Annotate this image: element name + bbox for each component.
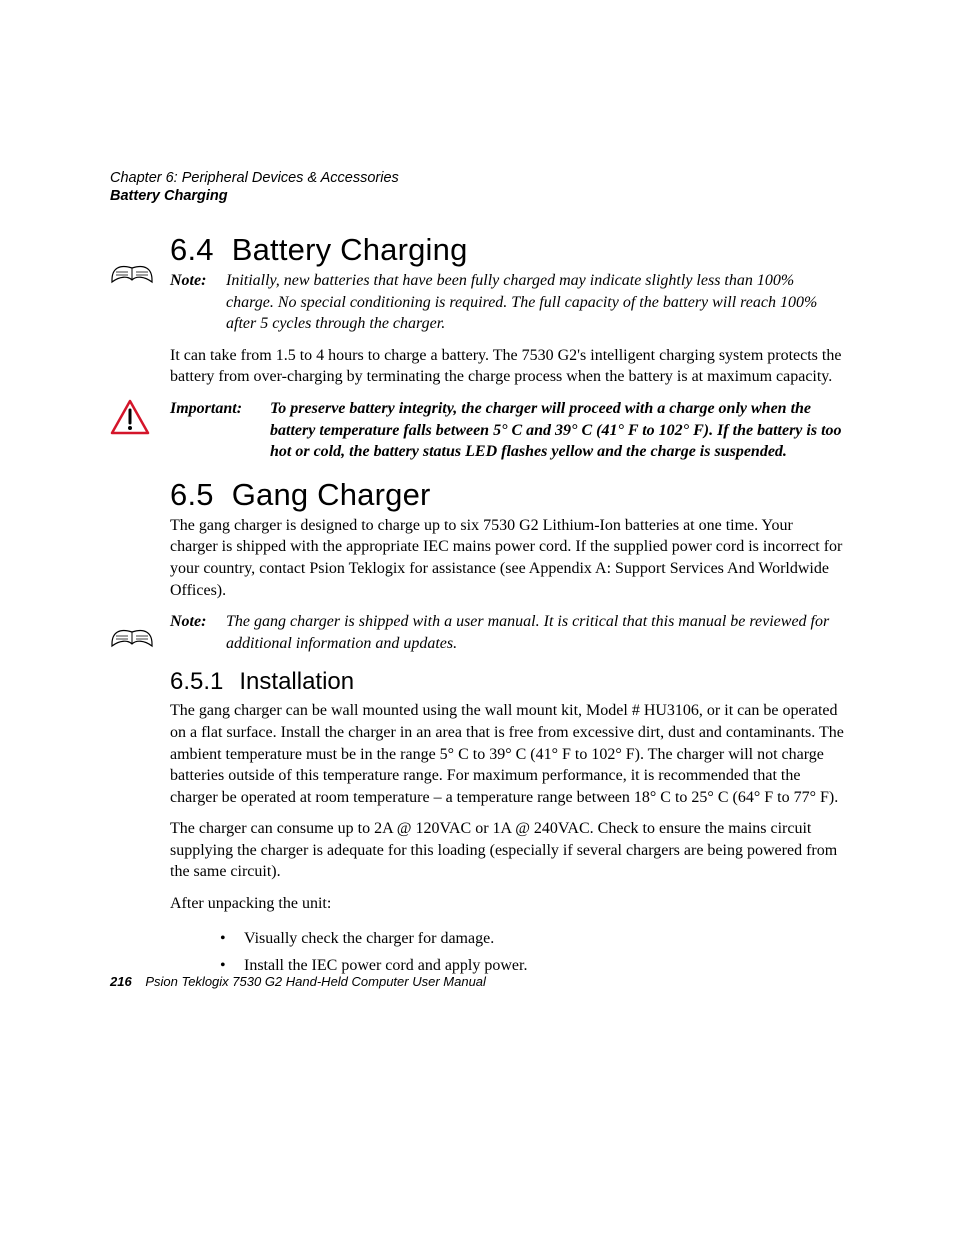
note-block: Note: Initially, new batteries that have… [170,270,844,335]
page-footer: 216 Psion Teklogix 7530 G2 Hand-Held Com… [110,974,486,989]
section-6-5-1: 6.5.1 Installation The gang charger can … [170,668,844,979]
section-label: Battery Charging [110,188,844,204]
important-text: To preserve battery integrity, the charg… [270,398,844,463]
running-header: Chapter 6: Peripheral Devices & Accessor… [110,170,844,204]
warning-icon [110,399,158,440]
important-block-wrap: Important: To preserve battery integrity… [170,398,844,463]
manual-page: Chapter 6: Peripheral Devices & Accessor… [0,0,954,1049]
heading-6-5: 6.5 Gang Charger [170,477,844,513]
note-label: Note: [170,270,226,335]
page-number: 216 [110,974,132,989]
heading-number: 6.5 [170,477,214,513]
body-paragraph: It can take from 1.5 to 4 hours to charg… [170,345,844,388]
note-6-5: Note: The gang charger is shipped with a… [170,611,844,654]
heading-6-4: 6.4 Battery Charging [170,232,844,268]
section-6-5: 6.5 Gang Charger The gang charger is des… [170,477,844,601]
heading-title: Gang Charger [232,477,431,513]
note-text: The gang charger is shipped with a user … [226,611,844,654]
heading-number: 6.5.1 [170,668,223,696]
important-block: Important: To preserve battery integrity… [170,398,844,463]
note-book-icon [110,622,158,655]
note-book-icon [110,258,158,291]
section-6-4: 6.4 Battery Charging Note: Initially, ne… [170,232,844,388]
heading-title: Installation [239,668,354,696]
note-block: Note: The gang charger is shipped with a… [170,611,844,654]
list-item: Visually check the charger for damage. [220,925,844,952]
body-paragraph: After unpacking the unit: [170,893,844,915]
note-label: Note: [170,611,226,654]
body-paragraph: The gang charger is designed to charge u… [170,515,844,601]
heading-title: Battery Charging [232,232,468,268]
body-paragraph: The charger can consume up to 2A @ 120VA… [170,818,844,883]
heading-6-5-1: 6.5.1 Installation [170,668,844,696]
body-paragraph: The gang charger can be wall mounted usi… [170,700,844,808]
heading-number: 6.4 [170,232,214,268]
bullet-list: Visually check the charger for damage. I… [220,925,844,979]
important-label: Important: [170,398,270,463]
note-text: Initially, new batteries that have been … [226,270,844,335]
footer-text: Psion Teklogix 7530 G2 Hand-Held Compute… [145,974,486,989]
chapter-label: Chapter 6: Peripheral Devices & Accessor… [110,170,844,186]
